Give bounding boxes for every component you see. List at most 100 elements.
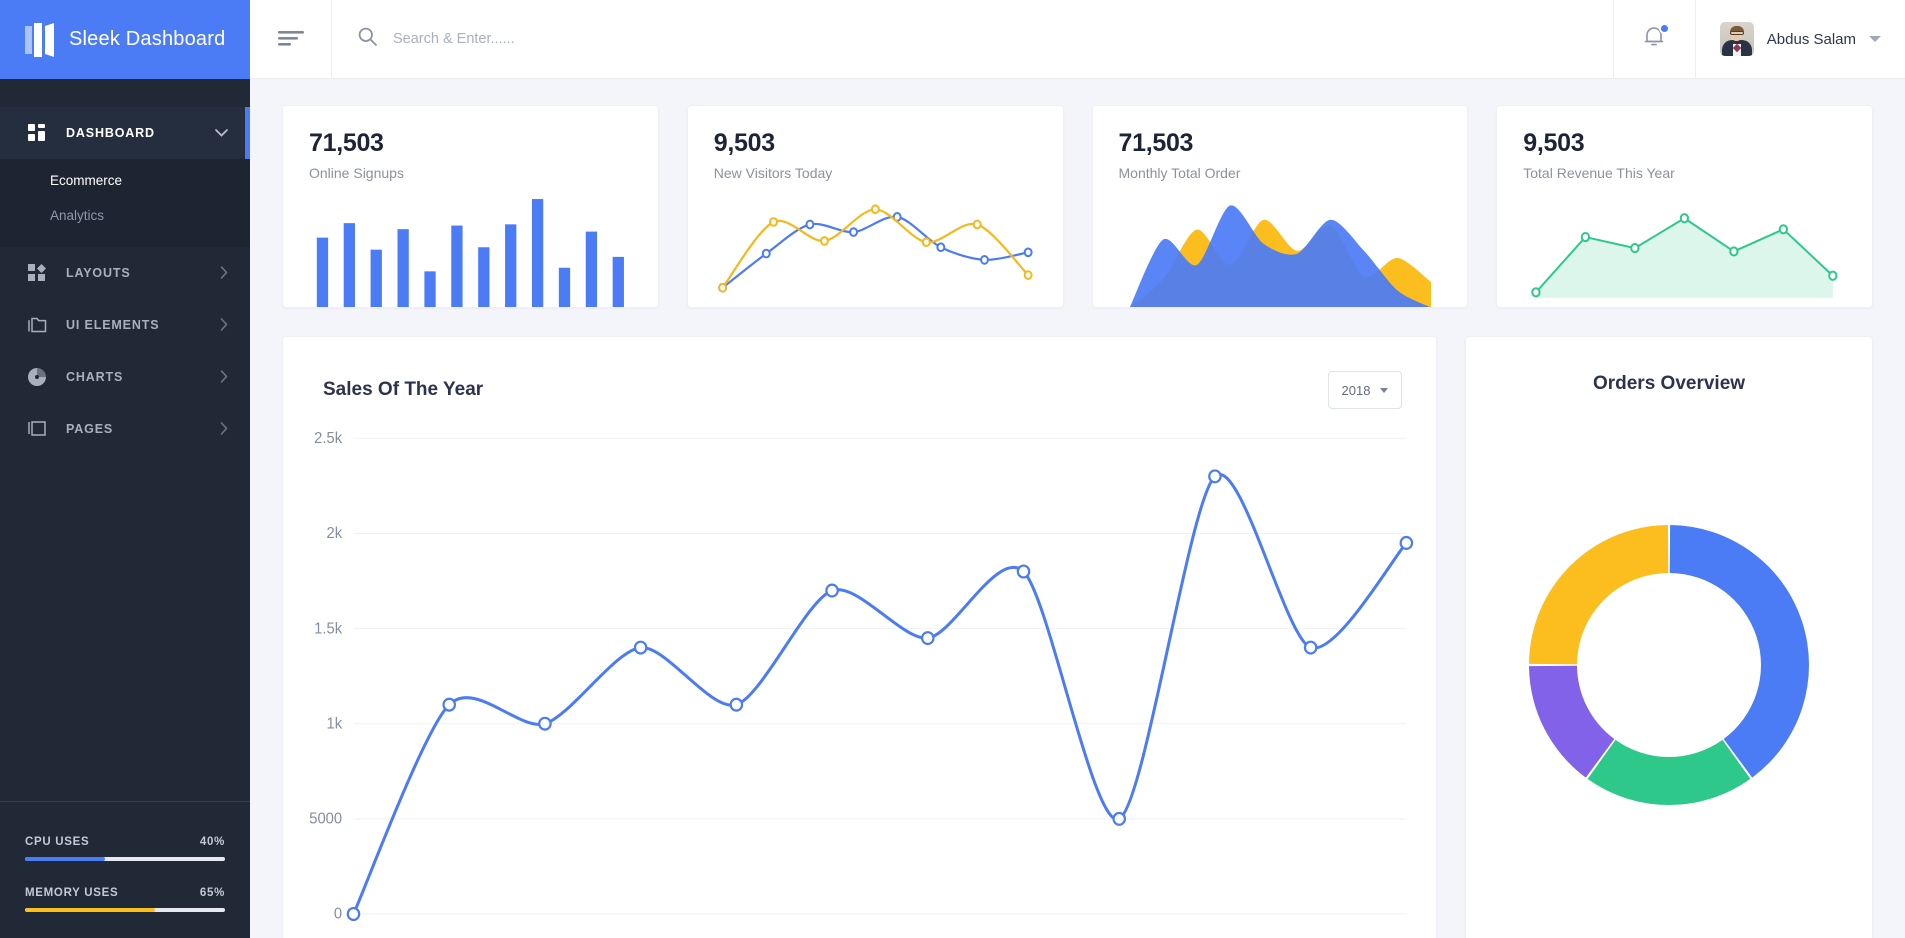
cpu-usage-head: CPU USES 40% <box>25 836 225 848</box>
kpi-value: 9,503 <box>713 129 775 157</box>
memory-usage-value: 65% <box>199 887 225 899</box>
memory-usage-label: MEMORY USES <box>25 887 119 899</box>
avatar <box>1719 22 1754 56</box>
chevron-right-icon <box>220 369 228 385</box>
svg-text:Nov: Nov <box>1297 936 1324 938</box>
svg-text:2.5k: 2.5k <box>314 430 342 447</box>
notification-badge <box>1659 22 1671 34</box>
sidebar-spacer <box>0 455 250 801</box>
year-select[interactable]: 2018 <box>1328 371 1402 409</box>
notifications-button[interactable] <box>1614 0 1696 78</box>
search-bar[interactable] <box>332 0 1614 78</box>
kpi-label: New Visitors Today <box>713 164 833 181</box>
sidebar-item-dashboard-label: DASHBOARD <box>66 126 155 140</box>
search-icon <box>358 27 377 51</box>
cpu-usage-track <box>25 857 225 861</box>
svg-text:Sep: Sep <box>1106 936 1132 938</box>
chevron-down-icon <box>1869 36 1881 42</box>
sales-chart-card: Sales Of The Year 2018 0 5000 1k 1.5k 2k 2.5k… <box>282 336 1437 938</box>
kpi-label: Total Revenue This Year <box>1523 164 1675 181</box>
topbar: Abdus Salam <box>250 0 1905 79</box>
sidebar-item-ui-elements[interactable]: UI ELEMENTS <box>0 299 250 351</box>
memory-usage-head: MEMORY USES 65% <box>25 887 225 899</box>
signups-bar-chart <box>309 187 632 307</box>
book-logo-icon <box>25 22 55 57</box>
kpi-row: 71,503 Online Signups 9,503 New Visitors… <box>282 105 1873 308</box>
chevron-down-icon <box>1380 387 1389 393</box>
chevron-right-icon <box>220 421 228 437</box>
chevron-right-icon <box>220 317 228 333</box>
memory-usage-fill <box>25 908 155 912</box>
cpu-usage-value: 40% <box>199 836 225 848</box>
kpi-label: Monthly Total Order <box>1118 164 1241 181</box>
sidebar-item-layouts-label: LAYOUTS <box>66 266 131 280</box>
kpi-card-online-signups: 71,503 Online Signups <box>282 105 659 308</box>
sidebar-usage-stats: CPU USES 40% MEMORY USES 65% <box>0 801 250 938</box>
sidebar-nav: DASHBOARD Ecommerce Analytics <box>0 79 250 455</box>
orders-area-chart <box>1119 187 1442 307</box>
sidebar-item-charts[interactable]: CHARTS <box>0 351 250 403</box>
folder-icon <box>26 317 48 334</box>
memory-usage-stat: MEMORY USES 65% <box>25 887 225 912</box>
grid-icon <box>26 124 48 142</box>
svg-text:1k: 1k <box>327 715 343 732</box>
kpi-card-new-visitors: 9,503 New Visitors Today <box>686 105 1064 308</box>
search-input[interactable] <box>393 24 1613 54</box>
sidebar: Sleek Dashboard DASHBOARD <box>0 0 250 938</box>
orders-donut-chart <box>1466 395 1872 938</box>
cpu-usage-fill <box>25 857 105 861</box>
orders-title: Orders Overview <box>1592 373 1746 394</box>
sales-line-chart: 0 5000 1k 1.5k 2k 2.5k Jan Feb Mar Apr May Jun Jul Au… <box>283 409 1436 938</box>
revenue-area-chart <box>1523 187 1846 308</box>
sidebar-nav-list: DASHBOARD Ecommerce Analytics <box>0 79 250 455</box>
kpi-value: 9,503 <box>1523 129 1585 157</box>
sidebar-item-dashboard[interactable]: DASHBOARD <box>0 107 250 159</box>
sidebar-item-layouts[interactable]: LAYOUTS <box>0 247 250 299</box>
memory-usage-track <box>25 908 225 912</box>
sidebar-subitem-analytics[interactable]: Analytics <box>50 208 105 223</box>
bell-icon <box>1643 22 1671 54</box>
user-name: Abdus Salam <box>1766 30 1856 48</box>
hamburger-icon[interactable] <box>250 0 332 78</box>
cpu-usage-label: CPU USES <box>25 836 90 848</box>
brand-title: Sleek Dashboard <box>69 28 226 50</box>
kpi-card-total-revenue: 9,503 Total Revenue This Year <box>1496 105 1873 308</box>
pie-chart-icon <box>26 368 48 386</box>
sidebar-submenu-wrap: Ecommerce Analytics <box>0 159 250 247</box>
svg-text:Feb: Feb <box>436 936 461 938</box>
active-indicator <box>245 107 250 159</box>
sales-chart-header: Sales Of The Year 2018 <box>283 337 1436 409</box>
svg-text:Jan: Jan <box>342 936 366 938</box>
svg-text:Mar: Mar <box>532 936 557 938</box>
sidebar-item-ui-elements-label: UI ELEMENTS <box>66 318 160 332</box>
chevron-down-icon <box>215 127 228 139</box>
cpu-usage-stat: CPU USES 40% <box>25 836 225 861</box>
lower-row: Sales Of The Year 2018 0 5000 1k 1.5k 2k 2.5k… <box>282 336 1873 938</box>
kpi-value: 71,503 <box>1118 129 1194 157</box>
svg-text:1.5k: 1.5k <box>314 620 342 637</box>
svg-text:May: May <box>722 936 750 938</box>
kpi-label: Online Signups <box>309 164 404 181</box>
chevron-right-icon <box>220 265 228 281</box>
kpi-card-monthly-order: 71,503 Monthly Total Order <box>1091 105 1469 308</box>
sidebar-item-pages[interactable]: PAGES <box>0 403 250 455</box>
user-menu[interactable]: Abdus Salam <box>1696 0 1905 78</box>
pages-icon <box>26 420 48 438</box>
brand-header[interactable]: Sleek Dashboard <box>0 0 250 79</box>
svg-text:Aug: Aug <box>1010 936 1036 938</box>
sidebar-submenu: Ecommerce Analytics <box>0 159 250 247</box>
sidebar-subitem-ecommerce[interactable]: Ecommerce <box>50 173 123 188</box>
svg-text:Jun: Jun <box>820 936 844 938</box>
svg-text:Dec: Dec <box>1393 936 1420 938</box>
svg-text:Oct: Oct <box>1203 936 1227 938</box>
svg-text:5000: 5000 <box>309 810 342 827</box>
kpi-value: 71,503 <box>309 129 384 157</box>
sidebar-item-charts-label: CHARTS <box>66 370 124 384</box>
visitors-line-chart <box>714 187 1037 308</box>
orders-overview-card: Orders Overview Download overall report <box>1465 336 1873 938</box>
year-select-value: 2018 <box>1341 382 1371 398</box>
main-area: Abdus Salam 71,503 Online Signups 9,503 … <box>250 0 1905 938</box>
svg-text:0: 0 <box>334 905 342 922</box>
svg-text:2k: 2k <box>327 525 343 542</box>
svg-text:Apr: Apr <box>629 936 652 938</box>
